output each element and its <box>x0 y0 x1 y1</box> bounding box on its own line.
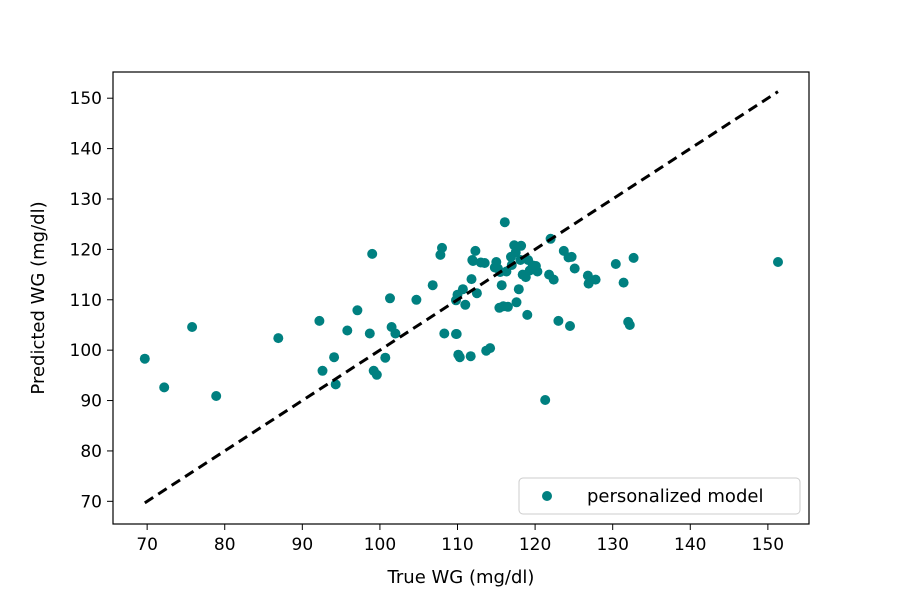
y-tick-label: 150 <box>70 89 102 109</box>
data-point <box>460 299 471 310</box>
data-point <box>522 309 533 320</box>
x-tick-label: 120 <box>519 535 551 555</box>
data-point <box>465 351 476 362</box>
data-point <box>471 288 482 299</box>
legend: personalized model <box>518 477 801 515</box>
data-point <box>540 395 551 405</box>
data-point <box>439 328 450 339</box>
data-point <box>590 274 601 285</box>
data-point <box>566 251 577 262</box>
data-point <box>610 259 621 269</box>
x-tick-label: 90 <box>292 535 314 555</box>
data-point <box>385 293 395 304</box>
y-tick-label: 100 <box>70 341 102 361</box>
data-point <box>380 352 391 363</box>
legend-box <box>518 477 801 515</box>
x-axis-label: True WG (mg/dl) <box>387 567 535 588</box>
data-point <box>342 325 353 336</box>
data-point <box>367 248 378 259</box>
data-point <box>330 379 341 390</box>
data-point <box>466 274 477 285</box>
data-point <box>371 369 382 380</box>
y-tick-label: 90 <box>80 392 102 412</box>
data-point <box>352 305 363 316</box>
data-point <box>532 266 543 277</box>
x-tick-label: 140 <box>674 535 706 555</box>
data-point <box>553 315 564 326</box>
data-point <box>187 322 198 332</box>
data-point <box>454 352 465 363</box>
data-point <box>511 297 522 308</box>
data-point <box>427 280 438 291</box>
x-tick-label: 130 <box>596 535 628 555</box>
data-point <box>470 245 481 256</box>
data-point <box>314 315 325 326</box>
x-tick-label: 70 <box>136 535 158 555</box>
y-tick-label: 120 <box>70 240 102 260</box>
data-point <box>390 328 401 339</box>
data-point <box>548 274 559 285</box>
data-point <box>499 217 510 228</box>
data-point <box>411 294 422 305</box>
data-point <box>457 284 468 295</box>
y-tick-label: 110 <box>70 291 102 311</box>
data-point <box>773 257 783 267</box>
data-point <box>582 270 593 281</box>
legend-marker <box>542 491 552 501</box>
identity-line <box>143 90 779 505</box>
data-point <box>139 353 150 364</box>
data-point <box>624 320 635 330</box>
data-point <box>468 256 478 266</box>
data-point <box>317 365 328 376</box>
x-tick-label: 100 <box>364 535 396 555</box>
data-point <box>565 321 575 331</box>
data-point <box>513 284 524 295</box>
data-point <box>364 328 375 339</box>
data-point <box>273 333 284 344</box>
y-tick-label: 80 <box>80 442 102 462</box>
y-tick-label: 140 <box>70 140 102 160</box>
data-point <box>485 343 496 354</box>
chart-marks <box>139 90 783 505</box>
x-tick-label: 110 <box>441 535 473 555</box>
y-axis-label: Predicted WG (mg/dl) <box>28 201 49 394</box>
data-point <box>211 391 222 401</box>
x-tick-label: 80 <box>214 535 236 555</box>
data-point <box>479 258 490 268</box>
data-point <box>618 277 629 288</box>
y-tick-label: 130 <box>70 190 102 210</box>
y-tick-label: 70 <box>80 492 102 512</box>
data-point <box>516 240 527 251</box>
data-point <box>451 329 462 339</box>
y-axis-ticks: 70 80 90 100 110 120 130 140 150 <box>70 89 113 512</box>
plot-frame <box>112 71 810 525</box>
data-point <box>502 301 513 312</box>
data-point <box>628 252 639 263</box>
x-tick-label: 150 <box>752 535 784 555</box>
x-axis-ticks: 70 80 90 100 110 120 130 140 150 <box>136 524 784 555</box>
legend-label: personalized model <box>587 486 763 507</box>
data-point <box>569 263 580 274</box>
data-point <box>510 247 521 258</box>
data-point <box>437 242 447 253</box>
data-point <box>496 280 507 291</box>
data-point <box>329 352 340 363</box>
data-point <box>159 382 170 393</box>
